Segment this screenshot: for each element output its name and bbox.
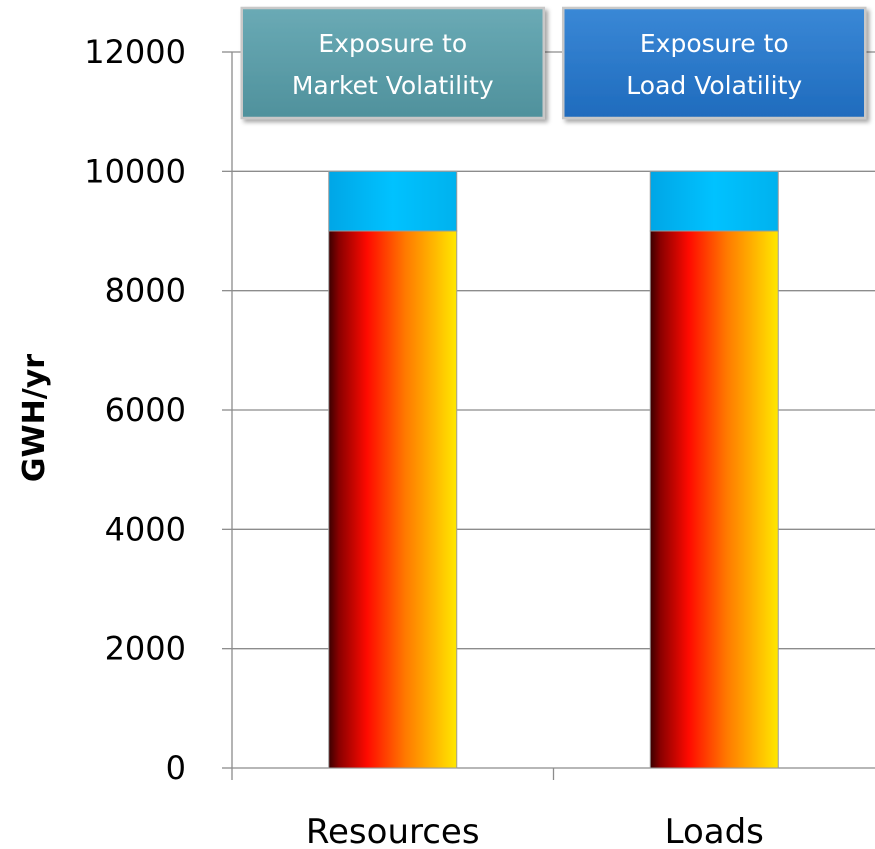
callout-text: Exposure to xyxy=(318,29,467,58)
bar-segment-base-loads xyxy=(649,230,779,769)
x-category-label: Loads xyxy=(665,812,764,849)
callout-box xyxy=(240,6,545,120)
bar-segment-top-resources xyxy=(328,170,458,232)
y-tick-label: 4000 xyxy=(105,510,186,548)
y-tick-label: 12000 xyxy=(84,33,186,71)
x-category-label: Resources xyxy=(306,812,480,849)
y-tick-label: 0 xyxy=(166,749,186,787)
callout-text: Exposure to xyxy=(640,29,789,58)
y-tick-label: 6000 xyxy=(105,391,186,429)
callout-box xyxy=(562,6,867,120)
y-tick-label: 2000 xyxy=(105,630,186,668)
callout-text: Market Volatility xyxy=(292,71,494,100)
y-tick-labels: 0 2000 4000 6000 8000 10000 12000 xyxy=(84,33,186,787)
x-category-labels: Resources Loads xyxy=(306,812,764,849)
y-tick-label: 10000 xyxy=(84,152,186,190)
callout-text: Load Volatility xyxy=(626,71,802,100)
bar-segment-top-loads xyxy=(649,170,779,232)
bar-segment-base-resources xyxy=(328,230,458,769)
y-axis-title: GWH/yr xyxy=(17,354,52,482)
bars xyxy=(328,170,779,769)
y-tick-label: 8000 xyxy=(105,272,186,310)
callouts: Exposure to Market Volatility Exposure to L… xyxy=(240,6,867,120)
